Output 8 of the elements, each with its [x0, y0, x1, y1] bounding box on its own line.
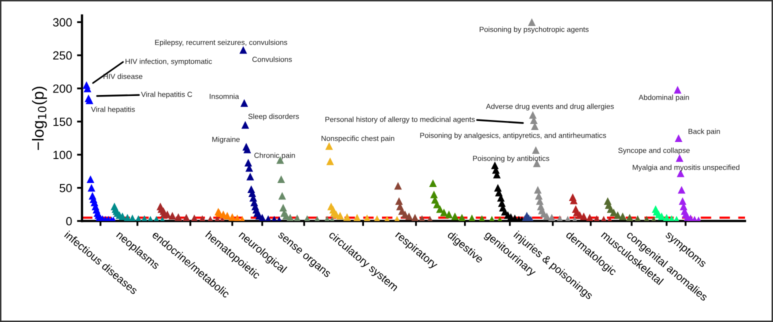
y-tick-label: 200 [53, 84, 72, 93]
y-axis-title: −log$_{10}$(p) [32, 86, 47, 150]
y-tick-label: 250 [53, 51, 72, 60]
y-tick-label: 100 [53, 150, 72, 160]
y-tick-label: 300 [53, 18, 72, 27]
y-tick-label: 50 [60, 184, 72, 192]
y-tick-label: 0 [66, 217, 72, 226]
y-tick-label: 150 [53, 118, 72, 126]
